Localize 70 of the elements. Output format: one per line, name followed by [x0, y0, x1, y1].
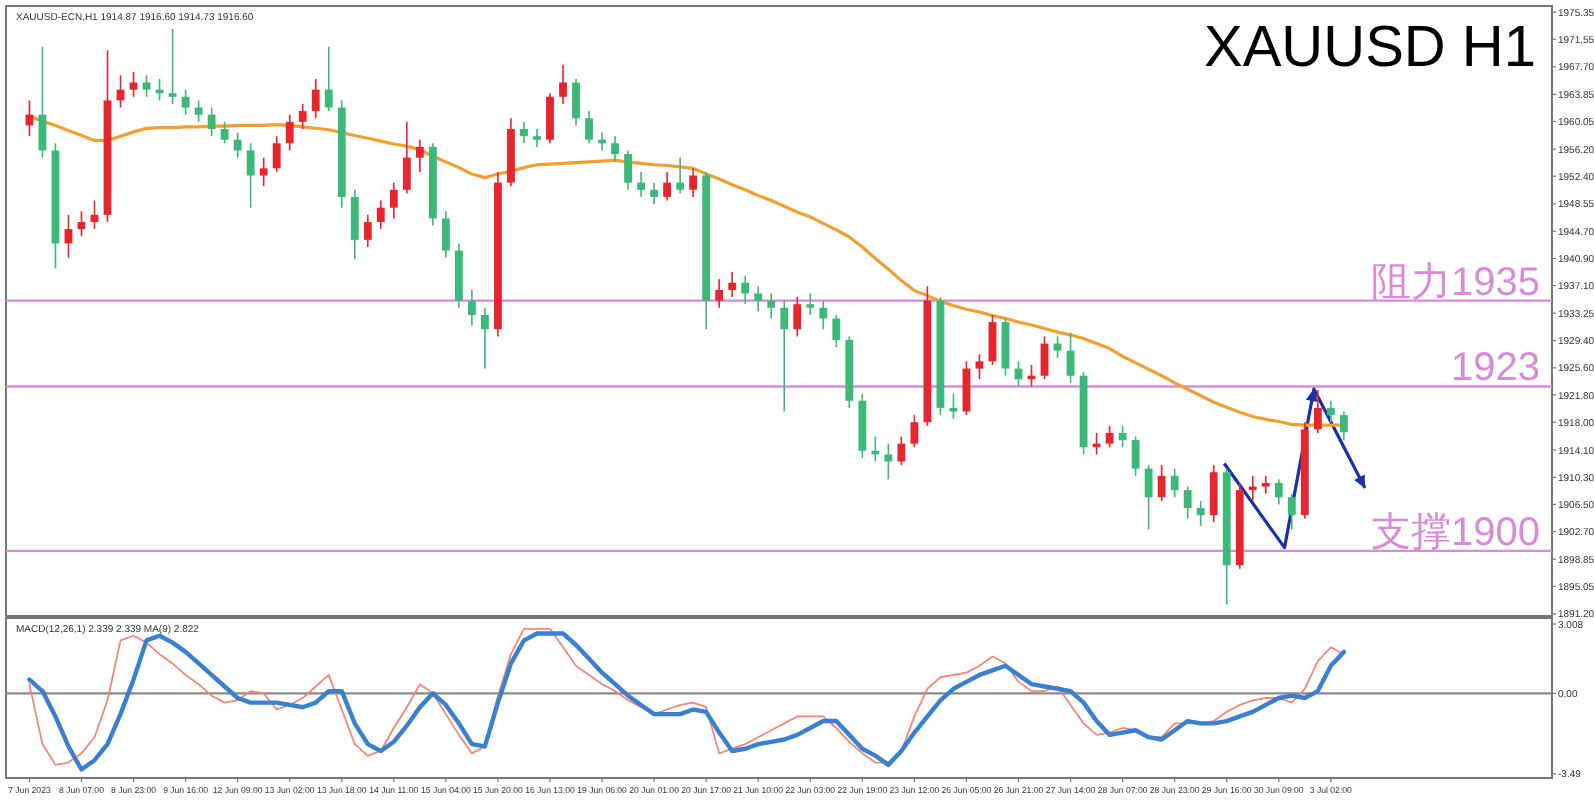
- candlestick: [207, 106, 216, 137]
- candlestick: [1105, 424, 1114, 449]
- chart-title: XAUUSD H1: [1204, 16, 1536, 80]
- candlestick: [1287, 492, 1296, 531]
- candlestick: [832, 314, 841, 348]
- candlestick: [741, 274, 750, 306]
- candlestick: [389, 181, 398, 220]
- candlestick: [1313, 389, 1322, 434]
- candlestick: [246, 142, 255, 209]
- candlestick: [441, 210, 450, 259]
- candlestick: [402, 121, 411, 195]
- candlestick: [585, 110, 593, 145]
- candlestick: [637, 171, 645, 198]
- candlestick: [520, 121, 528, 145]
- candlestick: [533, 128, 541, 148]
- ref-line-label: 阻力1935: [1371, 260, 1540, 305]
- candlestick: [481, 306, 489, 370]
- candlestick: [793, 296, 802, 338]
- candlestick: [1326, 399, 1335, 423]
- candlestick: [728, 271, 737, 298]
- candlestick: [754, 285, 763, 313]
- candlestick: [220, 121, 229, 145]
- candlestick: [1157, 464, 1166, 502]
- candlestick: [259, 156, 268, 188]
- candlestick: [546, 92, 554, 145]
- candlestick: [1209, 464, 1218, 524]
- candlestick: [1131, 435, 1140, 477]
- candlestick: [676, 156, 685, 195]
- candlestick: [767, 292, 776, 320]
- ref-line-label: 1923: [1451, 346, 1540, 391]
- candlestick: [611, 135, 619, 162]
- candlestick: [324, 45, 333, 112]
- candlestick: [168, 28, 177, 105]
- candlestick: [780, 299, 789, 413]
- candlestick: [1339, 410, 1348, 441]
- candlestick: [1144, 464, 1153, 531]
- candlestick: [1118, 424, 1127, 449]
- candlestick: [233, 131, 242, 159]
- candlestick: [650, 181, 659, 205]
- candlestick: [897, 435, 906, 466]
- candlestick: [689, 167, 698, 198]
- candlestick: [806, 292, 815, 316]
- candlestick: [415, 138, 424, 173]
- candlestick: [181, 88, 190, 116]
- candlestick: [559, 63, 567, 105]
- candlestick: [1274, 478, 1283, 506]
- candlestick: [910, 414, 919, 449]
- candlestick: [350, 188, 359, 260]
- candlestick: [1183, 485, 1192, 520]
- candlestick: [1261, 475, 1270, 495]
- candlestick: [363, 214, 372, 248]
- candlestick: [572, 78, 580, 127]
- candlestick: [1066, 332, 1075, 384]
- candlestick: [975, 353, 984, 381]
- candlestick: [884, 442, 893, 481]
- candlestick: [194, 99, 203, 123]
- candlestick: [285, 113, 294, 152]
- candlestick: [624, 149, 632, 191]
- candlestick: [819, 299, 828, 331]
- candlestick: [1001, 317, 1010, 377]
- candlestick: [1196, 500, 1205, 527]
- candlestick: [298, 103, 307, 130]
- candlestick: [468, 289, 476, 327]
- candlestick: [311, 78, 320, 120]
- candlestick: [376, 199, 385, 230]
- candlestick: [1170, 467, 1179, 499]
- candlestick: [715, 278, 724, 309]
- ref-line-label: 支撑1900: [1371, 510, 1540, 555]
- candlestick: [272, 135, 281, 173]
- candlestick: [663, 171, 672, 202]
